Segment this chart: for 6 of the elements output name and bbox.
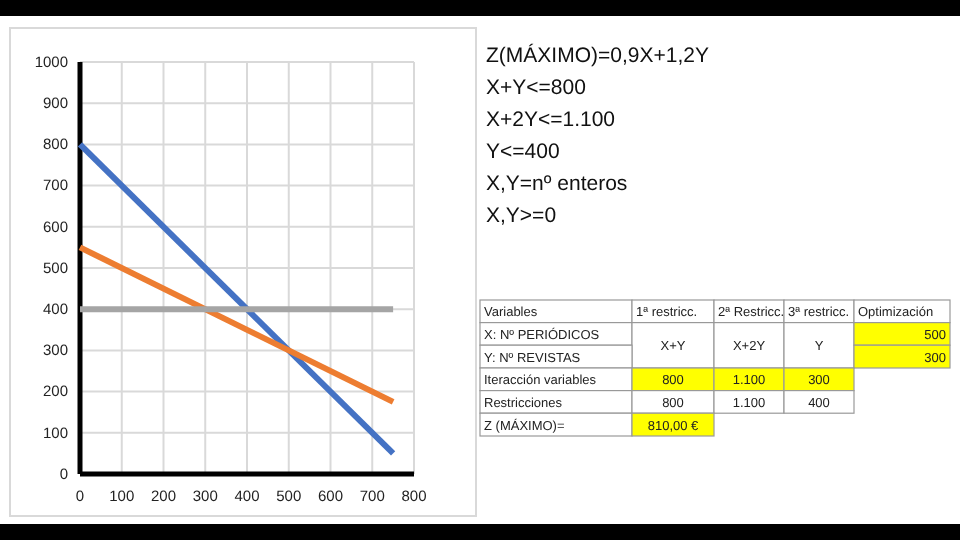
text: Z(MÁXIMO)=0,9X+1,2Y — [486, 42, 709, 68]
text: Y<=400 — [486, 140, 560, 164]
text: X,Y=nº enteros — [486, 172, 628, 196]
text: X+Y<=800 — [486, 76, 587, 100]
text: X+2Y<=1.100 — [486, 108, 616, 132]
text: X,Y>=0 — [486, 204, 557, 228]
